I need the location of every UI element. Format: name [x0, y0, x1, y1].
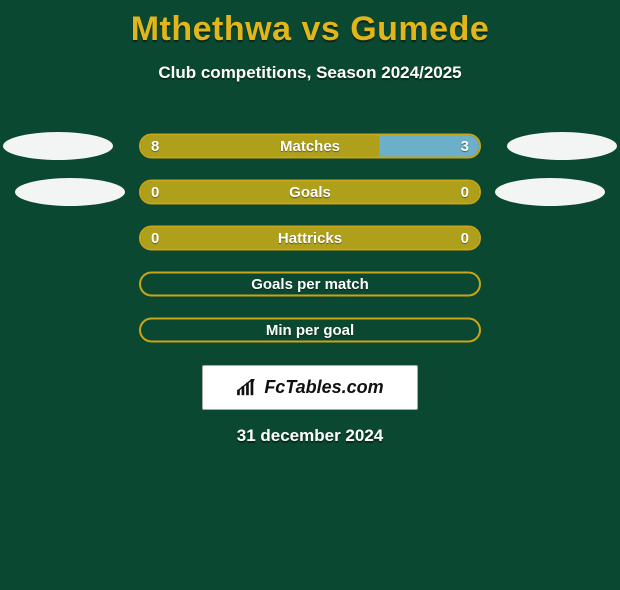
- player-left-marker: [3, 132, 113, 160]
- page-title: Mthethwa vs Gumede: [0, 10, 620, 49]
- footer-date: 31 december 2024: [0, 426, 620, 446]
- bar-chart-icon: [236, 379, 258, 397]
- stat-pill: Min per goal: [139, 318, 481, 343]
- player-left-marker: [15, 178, 125, 206]
- stat-label: Matches: [280, 138, 340, 155]
- player-right-marker: [495, 178, 605, 206]
- stat-label: Goals: [289, 184, 331, 201]
- stat-label: Hattricks: [278, 230, 342, 247]
- stat-value-right: 0: [461, 230, 469, 247]
- brand-text: FcTables.com: [264, 377, 383, 398]
- stat-value-left: 0: [151, 230, 159, 247]
- stat-row: 0 0 Hattricks: [0, 215, 620, 261]
- stat-pill: 8 3 Matches: [139, 134, 481, 159]
- stat-label: Min per goal: [266, 322, 354, 339]
- stat-row: 0 0 Goals: [0, 169, 620, 215]
- stat-pill: 0 0 Goals: [139, 180, 481, 205]
- stat-value-left: 0: [151, 184, 159, 201]
- stat-row: Goals per match: [0, 261, 620, 307]
- stat-label: Goals per match: [251, 276, 369, 293]
- brand-box: FcTables.com: [202, 365, 418, 410]
- stat-row: 8 3 Matches: [0, 123, 620, 169]
- stat-pill: 0 0 Hattricks: [139, 226, 481, 251]
- player-right-marker: [507, 132, 617, 160]
- comparison-rows: 8 3 Matches 0 0 Goals 0 0 Hattricks Goals per mat…: [0, 123, 620, 353]
- stat-value-right: 3: [461, 138, 469, 155]
- page-subtitle: Club competitions, Season 2024/2025: [0, 63, 620, 83]
- fill-left: [141, 136, 379, 157]
- stat-pill: Goals per match: [139, 272, 481, 297]
- stat-row: Min per goal: [0, 307, 620, 353]
- stat-value-right: 0: [461, 184, 469, 201]
- stat-value-left: 8: [151, 138, 159, 155]
